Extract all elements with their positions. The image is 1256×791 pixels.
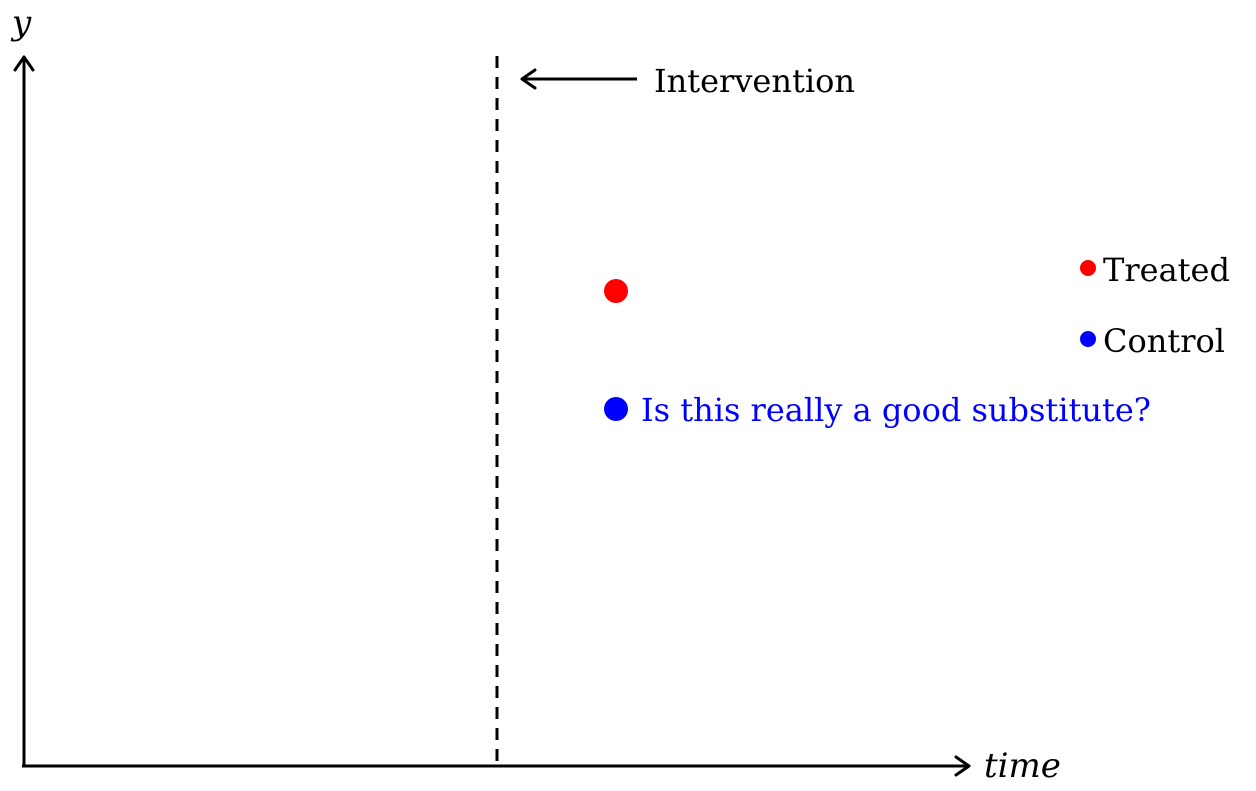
- control-question-annotation: Is this really a good substitute?: [641, 391, 1151, 429]
- treated-point: [604, 279, 628, 303]
- intervention-label: Intervention: [654, 62, 855, 100]
- legend-treated-label: Treated: [1103, 251, 1230, 289]
- intervention-arrowhead: [520, 68, 537, 90]
- x-axis-label: time: [984, 746, 1061, 786]
- control-point: [604, 397, 628, 421]
- legend-treated-marker: [1080, 260, 1096, 276]
- legend-control-label: Control: [1103, 322, 1225, 360]
- x-axis-arrowhead: [954, 755, 971, 777]
- legend: Treated Control: [1080, 251, 1230, 360]
- y-axis-label: y: [10, 3, 32, 43]
- legend-control-marker: [1080, 331, 1096, 347]
- y-axis-arrowhead: [13, 55, 35, 72]
